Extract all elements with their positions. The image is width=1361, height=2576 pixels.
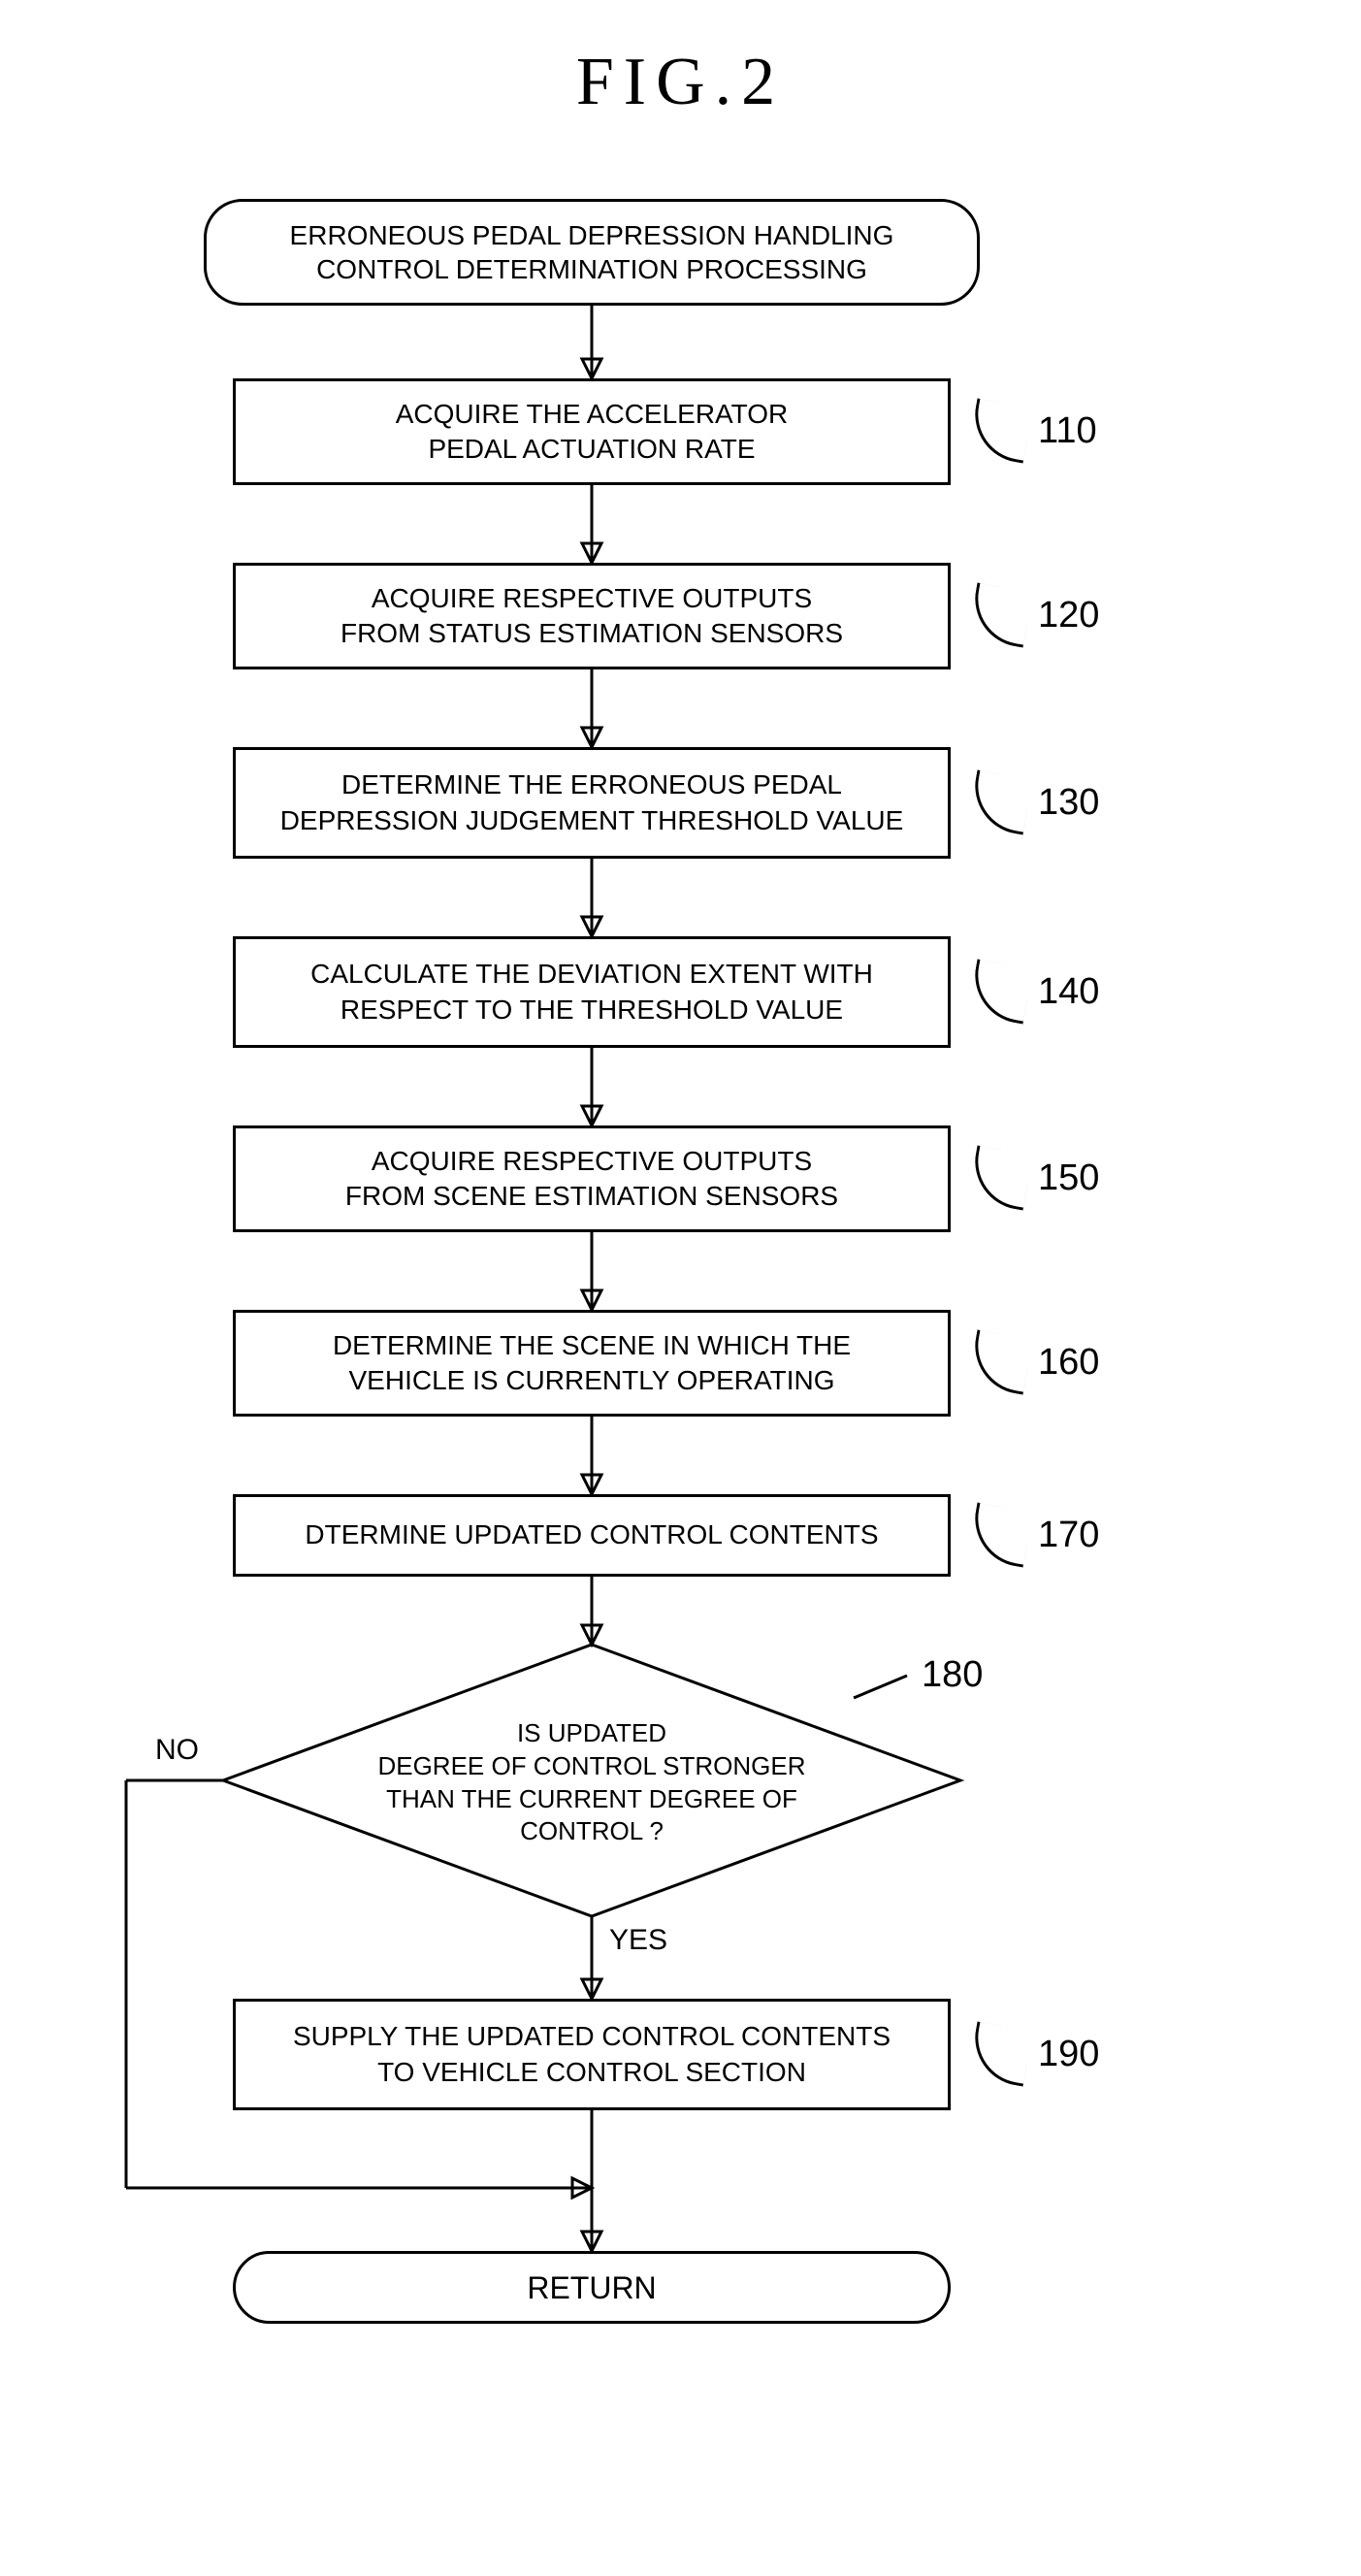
decision-no-label: NO [155, 1734, 199, 1767]
flowchart-container: ERRONEOUS PEDAL DEPRESSION HANDLINGCONTR… [0, 199, 1361, 2576]
step-ref-180: 180 [922, 1654, 983, 1696]
decision-yes-label: YES [609, 1924, 667, 1957]
figure-title: FIG.2 [0, 44, 1361, 121]
